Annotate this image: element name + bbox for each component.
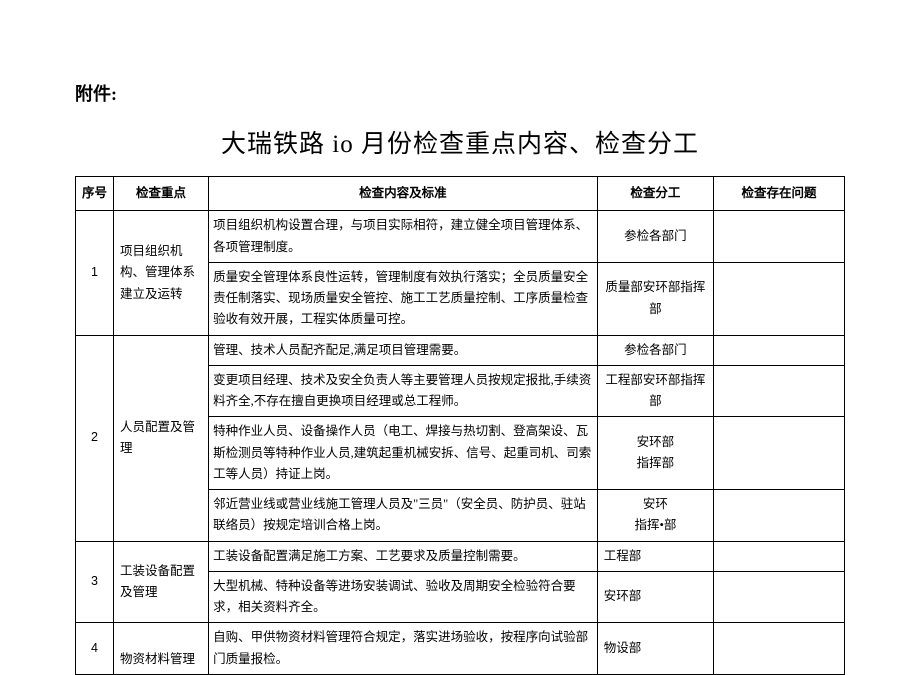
page-title: 大瑞铁路 io 月份检查重点内容、检查分工	[75, 124, 845, 160]
cell-focus: 物资材料管理	[114, 623, 209, 675]
header-content: 检查内容及标准	[209, 177, 598, 211]
attachment-label: 附件:	[75, 80, 845, 106]
cell-content: 项目组织机构设置合理，与项目实际相符，建立健全项目管理体系、各项管理制度。	[209, 211, 598, 263]
cell-content: 邻近营业线或营业线施工管理人员及"三员"（安全员、防护员、驻站联络员）按规定培训…	[209, 490, 598, 542]
cell-issue	[713, 571, 844, 623]
cell-issue	[713, 623, 844, 675]
header-focus: 检查重点	[114, 177, 209, 211]
inspection-table: 序号 检查重点 检查内容及标准 检查分工 检查存在问题 1项目组织机构、管理体系…	[75, 176, 845, 675]
cell-content: 自购、甲供物资材料管理符合规定，落实进场验收，按程序向试验部门质量报检。	[209, 623, 598, 675]
cell-division: 物设部	[597, 623, 713, 675]
cell-content: 质量安全管理体系良性运转，管理制度有效执行落实；全员质量安全责任制落实、现场质量…	[209, 262, 598, 335]
cell-content: 工装设备配置满足施工方案、工艺要求及质量控制需要。	[209, 541, 598, 571]
table-row: 2人员配置及管理管理、技术人员配齐配足,满足项目管理需要。参检各部门	[76, 335, 845, 365]
cell-issue	[713, 335, 844, 365]
table-body: 1项目组织机构、管理体系建立及运转项目组织机构设置合理，与项目实际相符，建立健全…	[76, 211, 845, 675]
cell-seq: 4	[76, 623, 114, 675]
cell-seq: 1	[76, 211, 114, 335]
cell-division: 参检各部门	[597, 211, 713, 263]
cell-issue	[713, 417, 844, 490]
cell-division: 安环指挥•部	[597, 490, 713, 542]
cell-focus: 项目组织机构、管理体系建立及运转	[114, 211, 209, 335]
header-div: 检查分工	[597, 177, 713, 211]
cell-seq: 2	[76, 335, 114, 541]
table-row: 4物资材料管理自购、甲供物资材料管理符合规定，落实进场验收，按程序向试验部门质量…	[76, 623, 845, 675]
cell-division: 参检各部门	[597, 335, 713, 365]
cell-division: 安环部指挥部	[597, 417, 713, 490]
cell-content: 特种作业人员、设备操作人员（电工、焊接与热切割、登高架设、瓦斯检测员等特种作业人…	[209, 417, 598, 490]
cell-division: 工程部	[597, 541, 713, 571]
table-row: 3工装设备配置及管理工装设备配置满足施工方案、工艺要求及质量控制需要。工程部	[76, 541, 845, 571]
table-row: 1项目组织机构、管理体系建立及运转项目组织机构设置合理，与项目实际相符，建立健全…	[76, 211, 845, 263]
cell-content: 大型机械、特种设备等进场安装调试、验收及周期安全检验符合要求，相关资料齐全。	[209, 571, 598, 623]
cell-focus: 工装设备配置及管理	[114, 541, 209, 623]
cell-issue	[713, 490, 844, 542]
header-issue: 检查存在问题	[713, 177, 844, 211]
cell-issue	[713, 541, 844, 571]
cell-division: 安环部	[597, 571, 713, 623]
cell-content: 变更项目经理、技术及安全负责人等主要管理人员按规定报批,手续资料齐全,不存在擅自…	[209, 365, 598, 417]
cell-issue	[713, 365, 844, 417]
table-header-row: 序号 检查重点 检查内容及标准 检查分工 检查存在问题	[76, 177, 845, 211]
cell-division: 工程部安环部指挥部	[597, 365, 713, 417]
cell-issue	[713, 211, 844, 263]
cell-division: 质量部安环部指挥部	[597, 262, 713, 335]
header-seq: 序号	[76, 177, 114, 211]
cell-content: 管理、技术人员配齐配足,满足项目管理需要。	[209, 335, 598, 365]
cell-focus: 人员配置及管理	[114, 335, 209, 541]
cell-seq: 3	[76, 541, 114, 623]
cell-issue	[713, 262, 844, 335]
